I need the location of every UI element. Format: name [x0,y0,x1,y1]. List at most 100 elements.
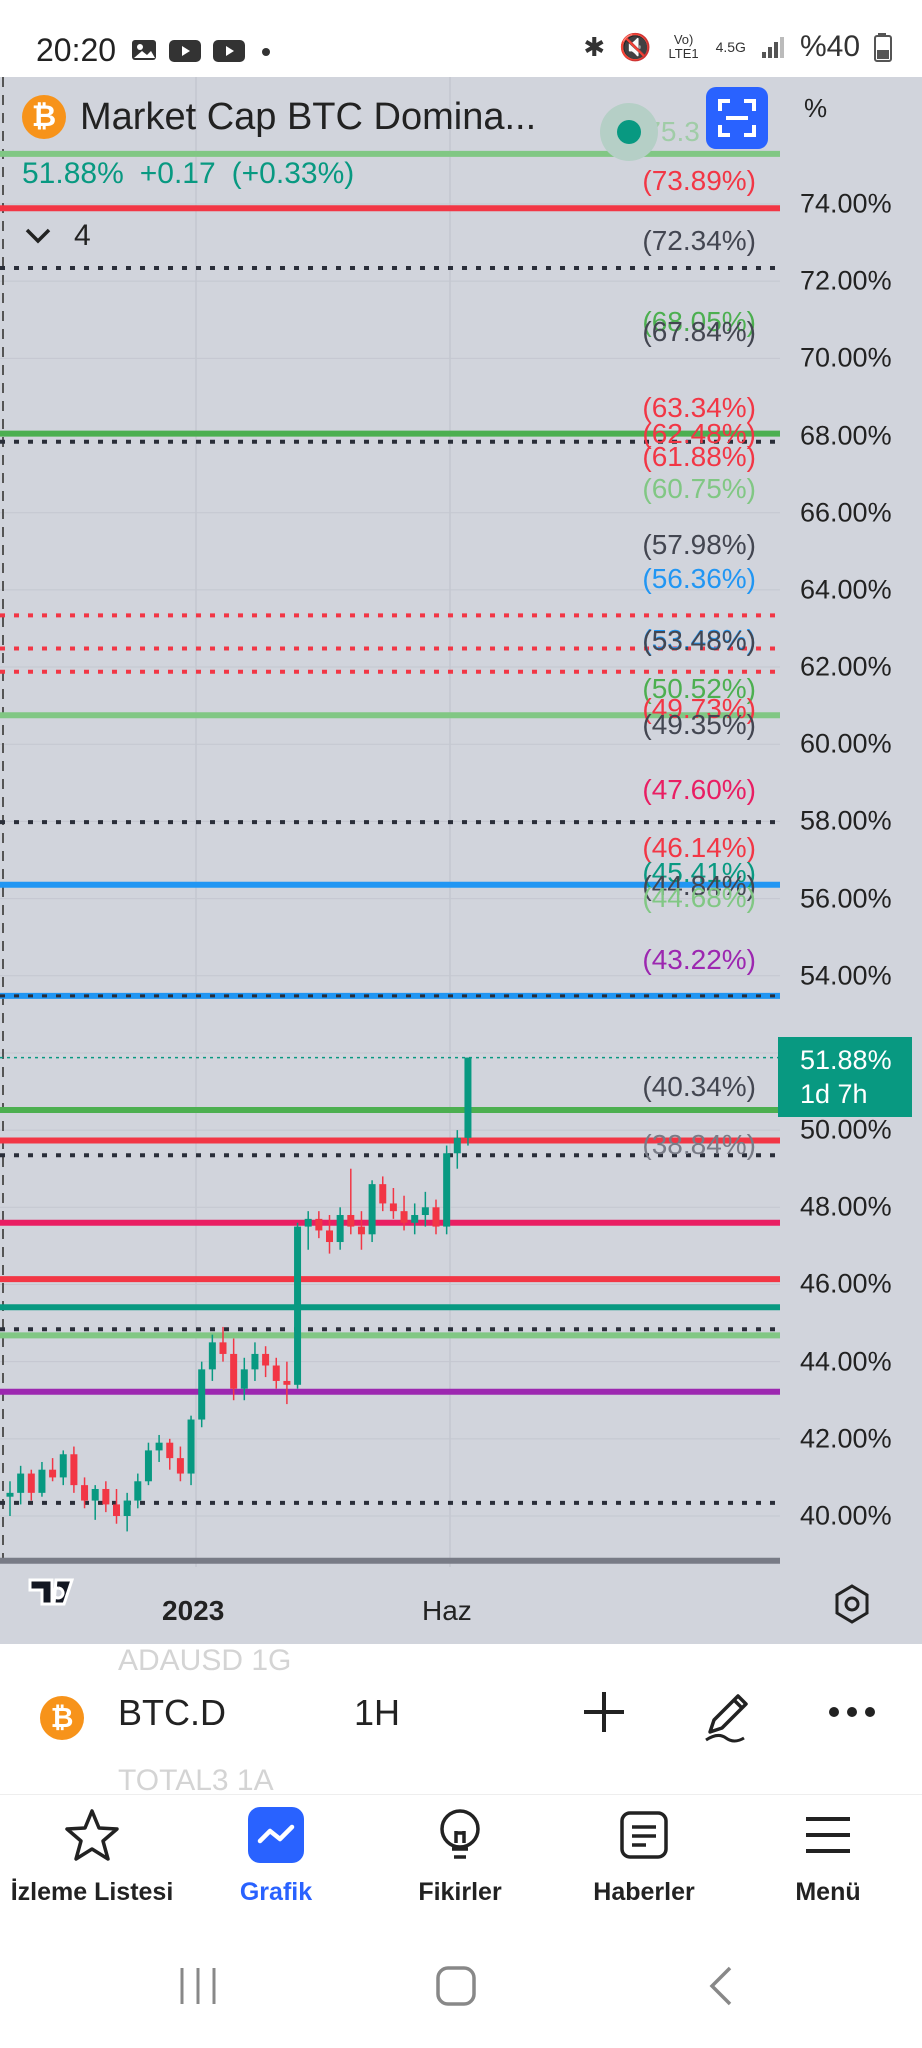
interval-button[interactable]: 1H [354,1692,401,1733]
level-label: (45.41%) [642,857,756,888]
dot-icon [262,48,270,56]
symbol-header[interactable]: ₿ Market Cap BTC Domina... [22,95,536,139]
candle-body-33 [357,1226,365,1235]
candle-body-9 [102,1488,110,1505]
candle-body-36 [389,1203,397,1212]
system-navigation [0,1944,922,2048]
price-axis[interactable] [780,77,922,1644]
nav-news[interactable]: Haberler [552,1805,736,1907]
mute-icon: 🔇 [619,31,652,62]
bluetooth-icon: ✱ [583,31,606,62]
candle-body-26 [283,1380,291,1385]
more-icon[interactable] [826,1688,878,1736]
candle-body-32 [347,1215,355,1227]
chart-settings-icon[interactable] [830,1582,874,1626]
level-label: (43.22%) [642,944,756,975]
price-tick-label: 46.00% [800,1268,892,1299]
candle-body-40 [432,1207,440,1227]
level-label: (56.36%) [642,563,756,594]
price-tick-label: 60.00% [800,728,892,759]
candle-body-17 [187,1419,195,1474]
candle-body-18 [198,1369,206,1420]
chart-icon [248,1807,304,1863]
battery-icon [874,33,892,62]
indicators-toggle[interactable]: 4 [24,219,91,253]
price-tick-label: 50.00% [800,1114,892,1145]
candle-body-7 [81,1485,89,1501]
chart-plot[interactable] [0,77,780,1644]
candle-body-37 [400,1211,408,1223]
plus-icon[interactable] [580,1688,628,1736]
nav-menu[interactable]: Menü [736,1805,920,1907]
price-change: +0.17 [139,157,216,190]
current-price-tag: 51.88% 1d 7h [778,1037,912,1117]
candle-body-39 [421,1207,429,1216]
candle-body-29 [315,1218,323,1231]
ghost-symbol-below: TOTAL3 1A [118,1764,274,1797]
market-status-icon[interactable] [600,103,658,161]
candle-body-20 [219,1342,227,1354]
fullscreen-button[interactable] [706,87,768,149]
level-label: (46.14%) [642,832,756,863]
level-label: (67.84%) [642,316,756,347]
price-tick-label: 54.00% [800,960,892,991]
candle-body-16 [176,1458,184,1474]
candle-body-38 [411,1215,419,1223]
youtube-icon [169,40,201,62]
level-label: (53.48%) [642,624,756,655]
signal-icon [761,37,784,58]
nav-ideas[interactable]: Fikirler [368,1805,552,1907]
nav-chart[interactable]: Grafik [184,1805,368,1907]
level-label: (49.73%) [642,693,756,724]
candle-body-42 [453,1137,461,1154]
level-label: (40.34%) [642,1071,756,1102]
price-tick-label: 70.00% [800,342,892,373]
chart-area[interactable]: 74.00% 72.00% 70.00% 68.00% 66.00% 64.00% 62.0… [0,77,922,1644]
gallery-icon [132,40,156,60]
level-label: (47.60%) [642,774,756,805]
candle-body-13 [144,1450,152,1482]
candle-body-31 [336,1215,344,1243]
status-time: 20:20 [36,32,117,68]
price-tick-label: 56.00% [800,883,892,914]
price-tick-label: 42.00% [800,1423,892,1454]
nav-label-chart: Grafik [239,1878,313,1906]
candle-body-23 [251,1353,259,1370]
level-label: (49.35%) [642,709,756,740]
price-change-pct: (+0.33%) [231,157,355,190]
candle-body-10 [113,1504,120,1516]
drawing-pen-icon[interactable] [700,1688,756,1744]
nav-label-ideas: Fikirler [418,1878,502,1906]
news-icon [620,1811,668,1859]
symbol-title: Market Cap BTC Domina... [80,95,537,138]
nav-label-watchlist: İzleme Listesi [10,1878,174,1906]
level-label: (60.75%) [642,473,756,504]
candle-body-1 [17,1473,25,1493]
nav-watchlist[interactable]: İzleme Listesi [0,1805,184,1907]
bitcoin-icon: ₿ [40,1696,84,1740]
candle-body-11 [123,1500,131,1516]
back-icon[interactable] [700,1964,744,2008]
youtube-icon-2 [213,40,245,62]
candle-body-34 [368,1184,376,1235]
price-tick-label: 40.00% [800,1500,892,1531]
level-label: (44.84%) [642,870,756,901]
candle-body-41 [443,1153,451,1227]
level-label: (57.98%) [642,529,756,560]
price-values: 51.88% +0.17 (+0.33%) [22,157,354,191]
last-price: 51.88% [22,157,124,190]
level-label: (63.34%) [642,392,756,423]
level-label: (68.05%) [642,306,756,337]
candle-body-25 [272,1365,280,1381]
symbol-toolbar: ADAUSD 1G ₿ BTC.D 1H TOTAL3 1A [0,1644,922,1797]
indicator-count: 4 [74,219,91,252]
level-label: (53.48%) [642,625,756,656]
home-icon[interactable] [434,1964,478,2008]
level-label: (61.88%) [642,441,756,472]
symbol-button[interactable]: BTC.D [118,1692,226,1733]
menu-icon [806,1817,850,1853]
recent-apps-icon[interactable] [176,1964,220,2008]
candle-body-30 [326,1230,333,1243]
candle-body-22 [240,1369,248,1389]
nav-label-menu: Menü [795,1878,861,1906]
